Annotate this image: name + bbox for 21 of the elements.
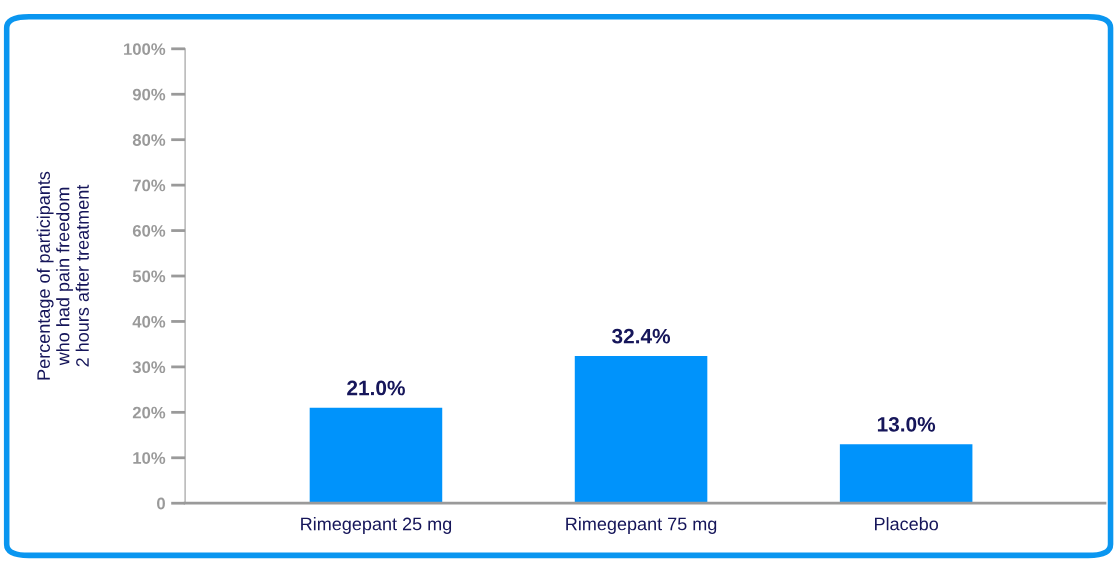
y-tick-label: 40% [132, 315, 166, 328]
y-tick-label: 10% [133, 452, 166, 464]
y-tick-label: 100% [124, 43, 166, 56]
x-tick-label: Rimegepant 75 mg [566, 517, 717, 534]
y-tick-label: 30% [132, 361, 166, 374]
y-tick-label: 0 [157, 497, 165, 510]
y-tick-label: 70% [133, 179, 166, 192]
data-label: 21.0% [347, 380, 405, 396]
y-tick-label: 90% [132, 88, 166, 101]
data-label: 32.4% [612, 328, 671, 344]
y-tick-label: 80% [132, 134, 166, 146]
bar [309, 407, 443, 504]
x-tick-label: Placebo [875, 517, 939, 531]
x-tick-label: Rimegepant 25 mg [301, 517, 452, 534]
bar [574, 355, 708, 504]
y-tick-label: 20% [132, 406, 166, 419]
bar [839, 444, 973, 504]
data-label: 13.0% [877, 416, 936, 432]
y-tick-label: 60% [132, 224, 166, 237]
y-axis-title: Percentage of participants who had pain freedom 2 hours after treatment [36, 171, 89, 380]
y-tick-label: 50% [132, 270, 166, 283]
